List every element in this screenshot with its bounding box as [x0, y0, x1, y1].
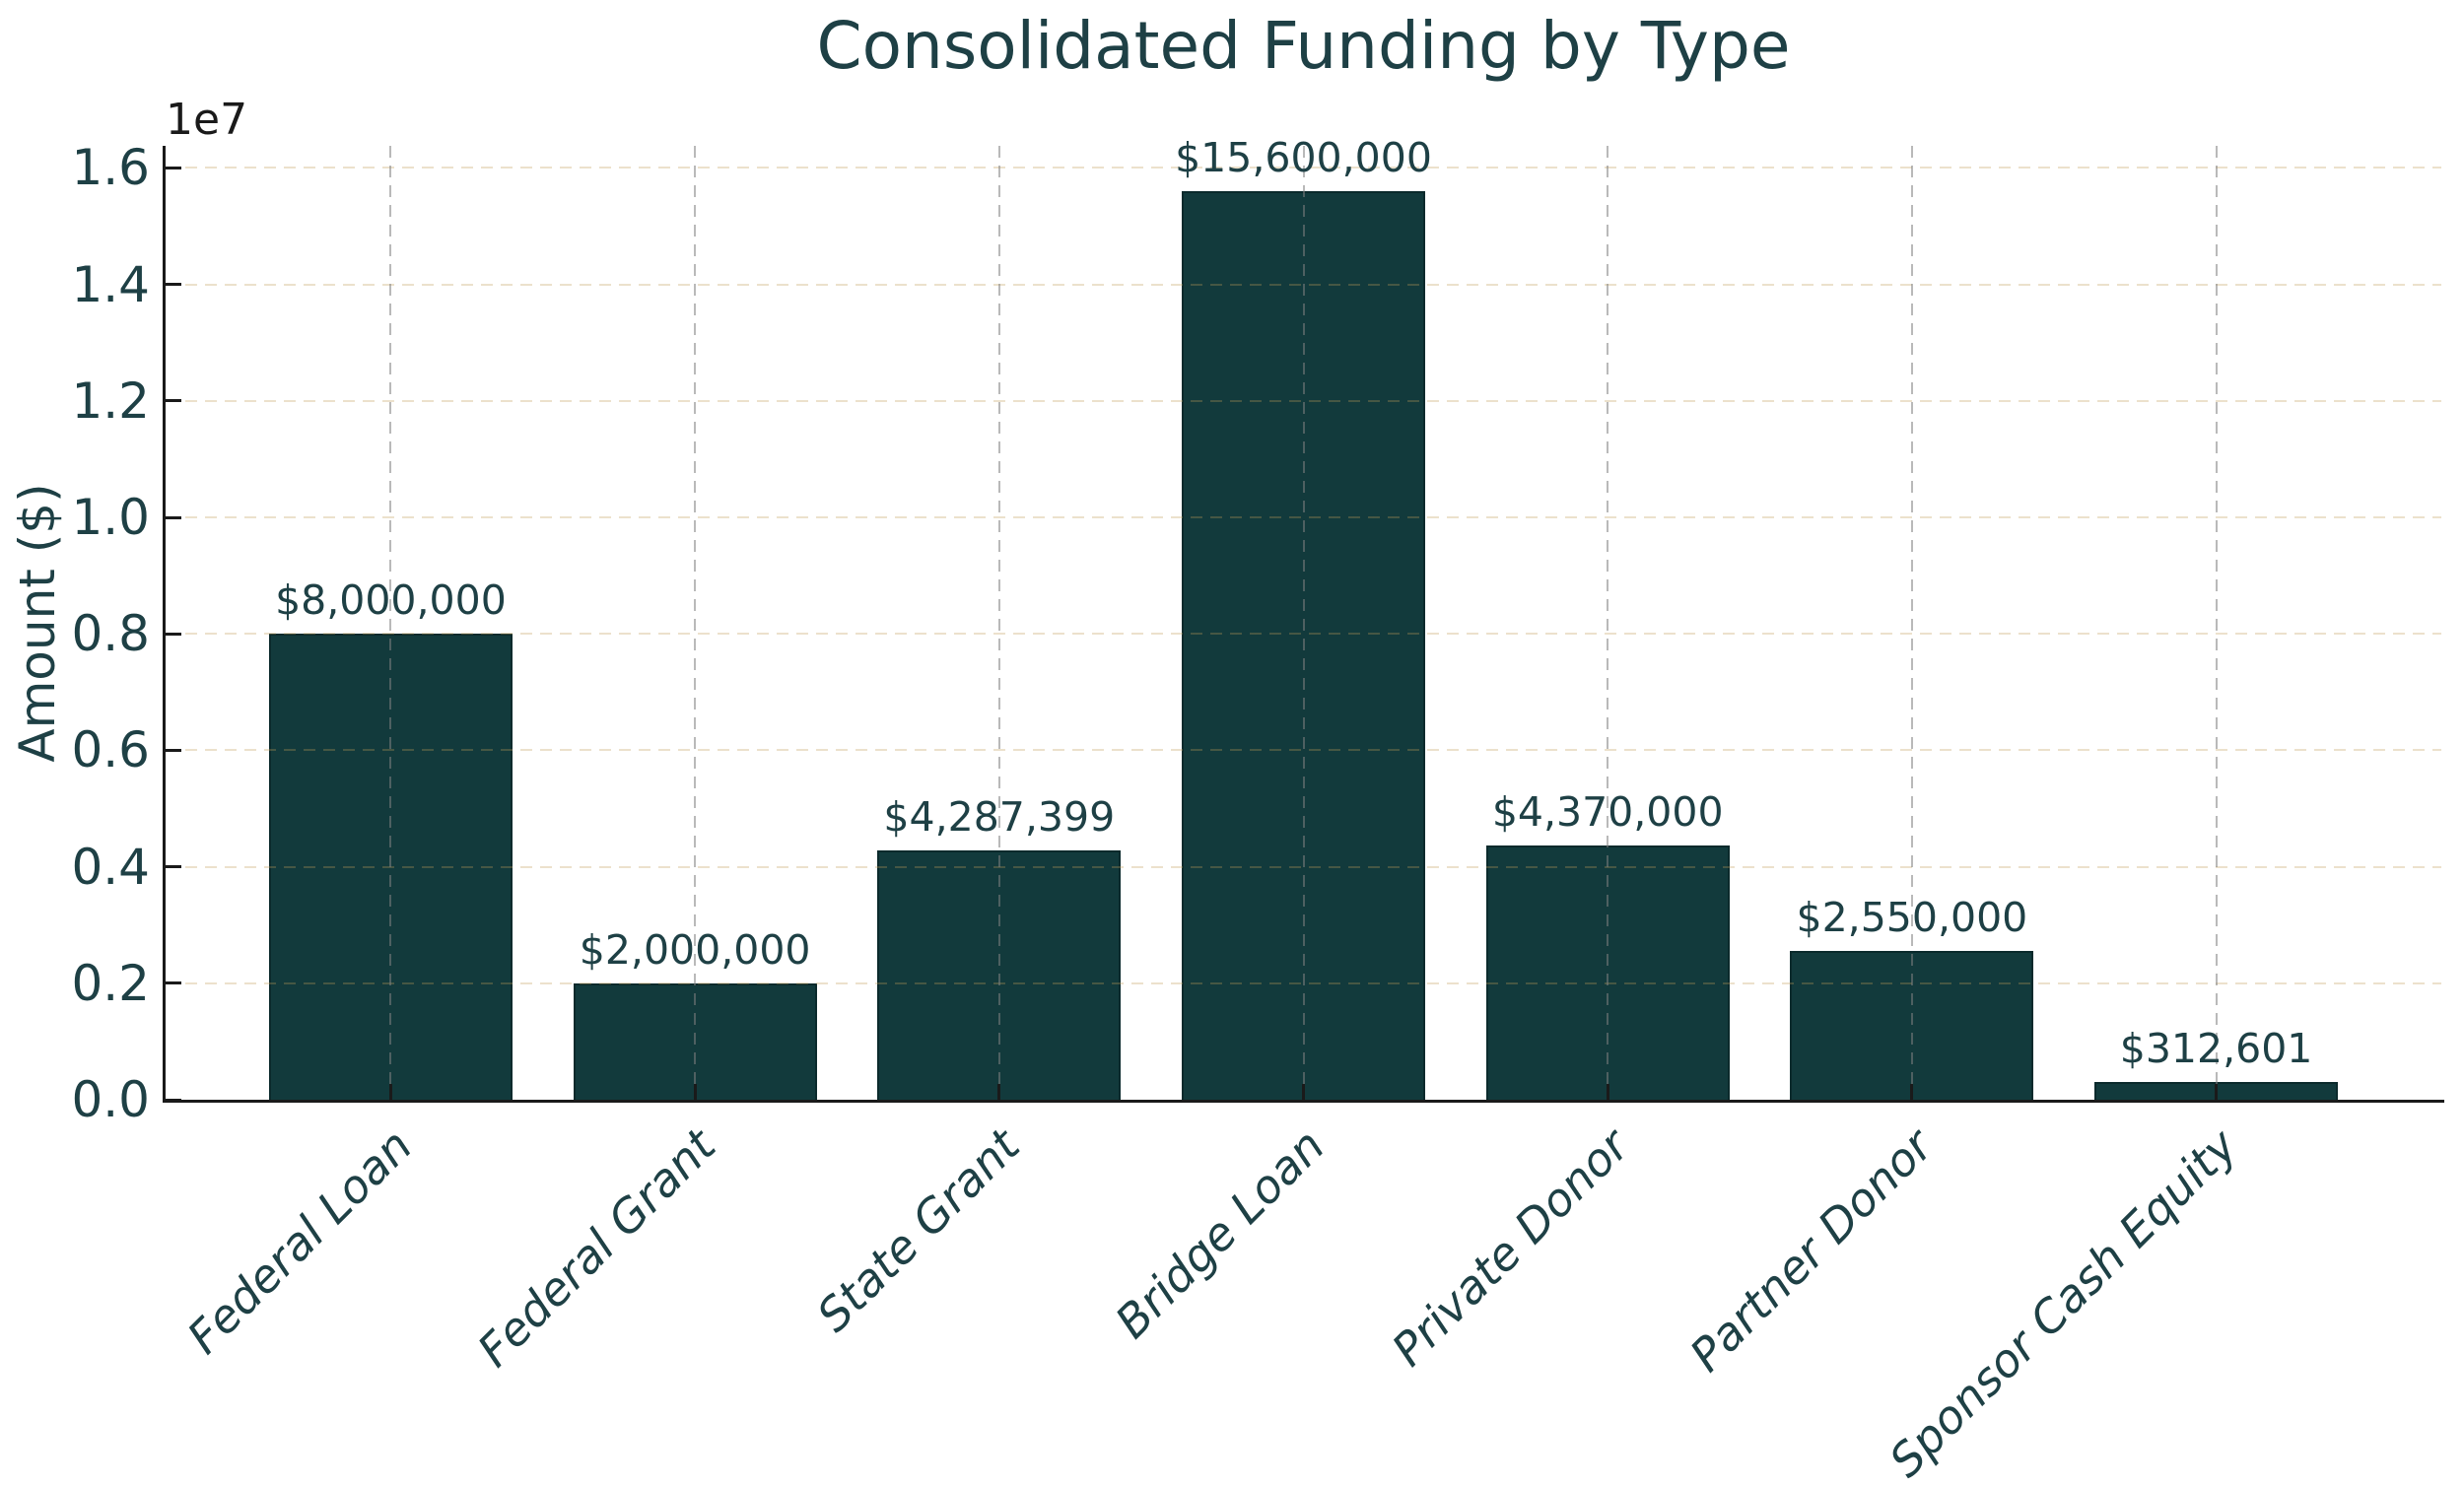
x-gridline [2215, 146, 2218, 1100]
bar-value-label: $4,287,399 [883, 792, 1116, 841]
x-gridline [1910, 146, 1913, 1100]
bar-value-label: $15,600,000 [1175, 134, 1432, 182]
y-tick [166, 166, 181, 169]
x-tick [1302, 1084, 1305, 1100]
x-tick-label-federal-loan: Federal Loan [176, 1118, 422, 1365]
x-tick [388, 1084, 392, 1100]
y-tick-label-0.6: 0.6 [71, 721, 150, 779]
y-axis-spine [163, 146, 166, 1103]
y-tick [166, 865, 181, 869]
y-tick [166, 981, 181, 985]
y-tick-label-1.0: 1.0 [71, 489, 150, 547]
y-tick-label-0.8: 0.8 [71, 605, 150, 663]
x-tick-label-sponsor-cash-equity: Sponsor Cash Equity [1879, 1118, 2248, 1487]
x-tick-label-private-donor: Private Donor [1381, 1118, 1639, 1377]
x-tick [1606, 1084, 1609, 1100]
y-tick-label-1.4: 1.4 [71, 255, 150, 313]
bar-value-label: $2,000,000 [579, 925, 811, 974]
y-tick [166, 632, 181, 636]
x-tick-label-partner-donor: Partner Donor [1679, 1118, 1944, 1383]
bar-value-label: $2,550,000 [1796, 894, 2028, 942]
x-tick [997, 1084, 1001, 1100]
x-tick [1910, 1084, 1914, 1100]
bar-value-label: $4,370,000 [1491, 787, 1724, 836]
y-tick-label-1.6: 1.6 [71, 139, 150, 197]
y-tick-label-0.4: 0.4 [71, 838, 150, 896]
x-tick [2215, 1084, 2219, 1100]
y-axis-offset-label: 1e7 [166, 95, 248, 145]
x-axis-spine [163, 1100, 2444, 1103]
x-gridline [997, 146, 1000, 1100]
x-tick [693, 1084, 697, 1100]
y-tick [166, 748, 181, 752]
x-tick-label-state-grant: State Grant [806, 1118, 1031, 1342]
x-gridline [694, 146, 697, 1100]
y-tick-label-0.0: 0.0 [71, 1071, 150, 1128]
bar-value-label: $8,000,000 [275, 576, 507, 625]
y-tick-label-0.2: 0.2 [71, 954, 150, 1012]
x-gridline [1607, 146, 1609, 1100]
y-tick [166, 1098, 181, 1102]
y-tick [166, 515, 181, 519]
chart-title: Consolidated Funding by Type [816, 8, 1791, 84]
y-tick [166, 283, 181, 287]
x-gridline [1302, 146, 1305, 1100]
y-tick-label-1.2: 1.2 [71, 372, 150, 430]
bar-value-label: $312,601 [2119, 1024, 2313, 1072]
plot-area: 0.0 0.2 0.4 0.6 0.8 1.0 1.2 1.4 1.6 Federal Loan $… [71, 134, 2441, 1487]
x-tick-label-bridge-loan: Bridge Loan [1104, 1118, 1335, 1349]
y-tick [166, 399, 181, 403]
x-tick-label-federal-grant: Federal Grant [467, 1118, 726, 1378]
x-gridline [389, 146, 392, 1100]
